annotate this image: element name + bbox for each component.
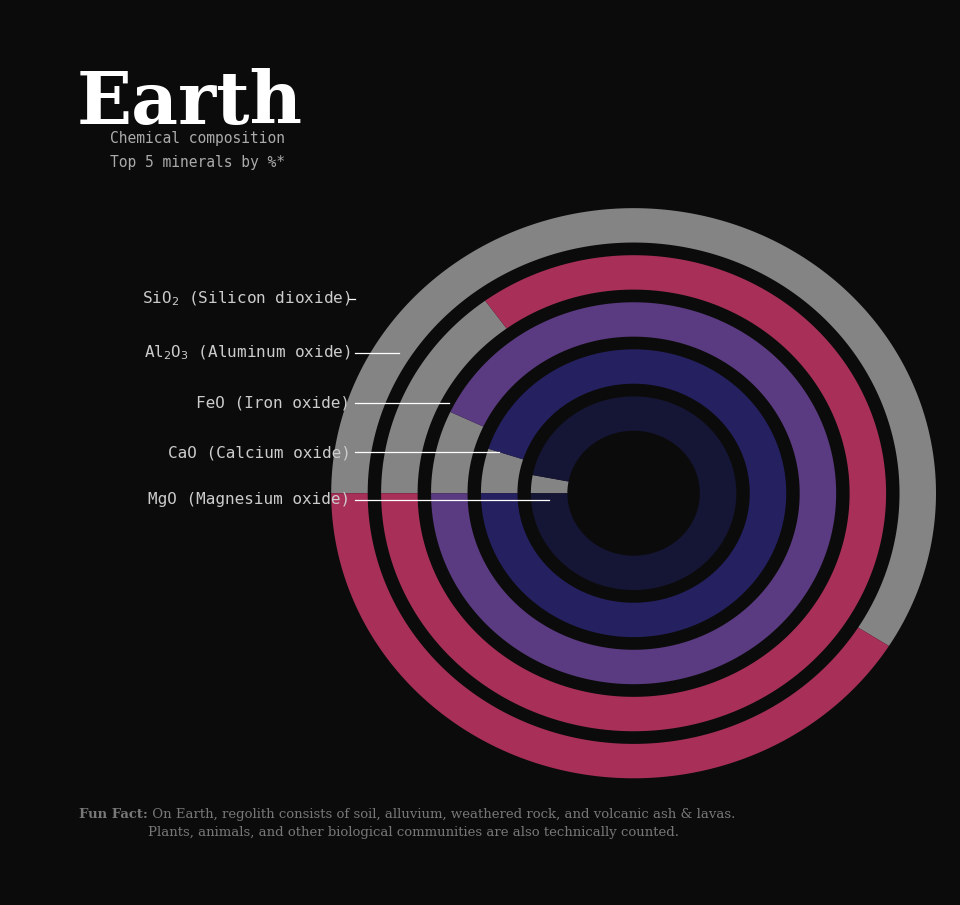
Text: SiO$_2$ (Silicon dioxide): SiO$_2$ (Silicon dioxide) [142, 290, 350, 308]
Polygon shape [531, 475, 568, 493]
Text: FeO (Iron oxide): FeO (Iron oxide) [197, 395, 350, 410]
Polygon shape [431, 302, 836, 684]
Polygon shape [381, 255, 886, 731]
Text: Fun Fact:: Fun Fact: [79, 808, 148, 821]
Polygon shape [481, 449, 523, 493]
Text: MgO (Magnesium oxide): MgO (Magnesium oxide) [148, 492, 350, 507]
Text: Earth: Earth [77, 68, 302, 138]
Text: Chemical composition
Top 5 minerals by %*: Chemical composition Top 5 minerals by %… [110, 131, 285, 169]
Polygon shape [481, 349, 786, 637]
Text: CaO (Calcium oxide): CaO (Calcium oxide) [168, 445, 350, 460]
Polygon shape [431, 412, 483, 493]
Polygon shape [331, 493, 889, 778]
Text: On Earth, regolith consists of soil, alluvium, weathered rock, and volcanic ash : On Earth, regolith consists of soil, all… [148, 808, 735, 839]
Polygon shape [331, 208, 936, 646]
Polygon shape [531, 396, 736, 590]
Polygon shape [381, 300, 507, 493]
Text: Al$_2$O$_3$ (Aluminum oxide): Al$_2$O$_3$ (Aluminum oxide) [144, 344, 350, 362]
